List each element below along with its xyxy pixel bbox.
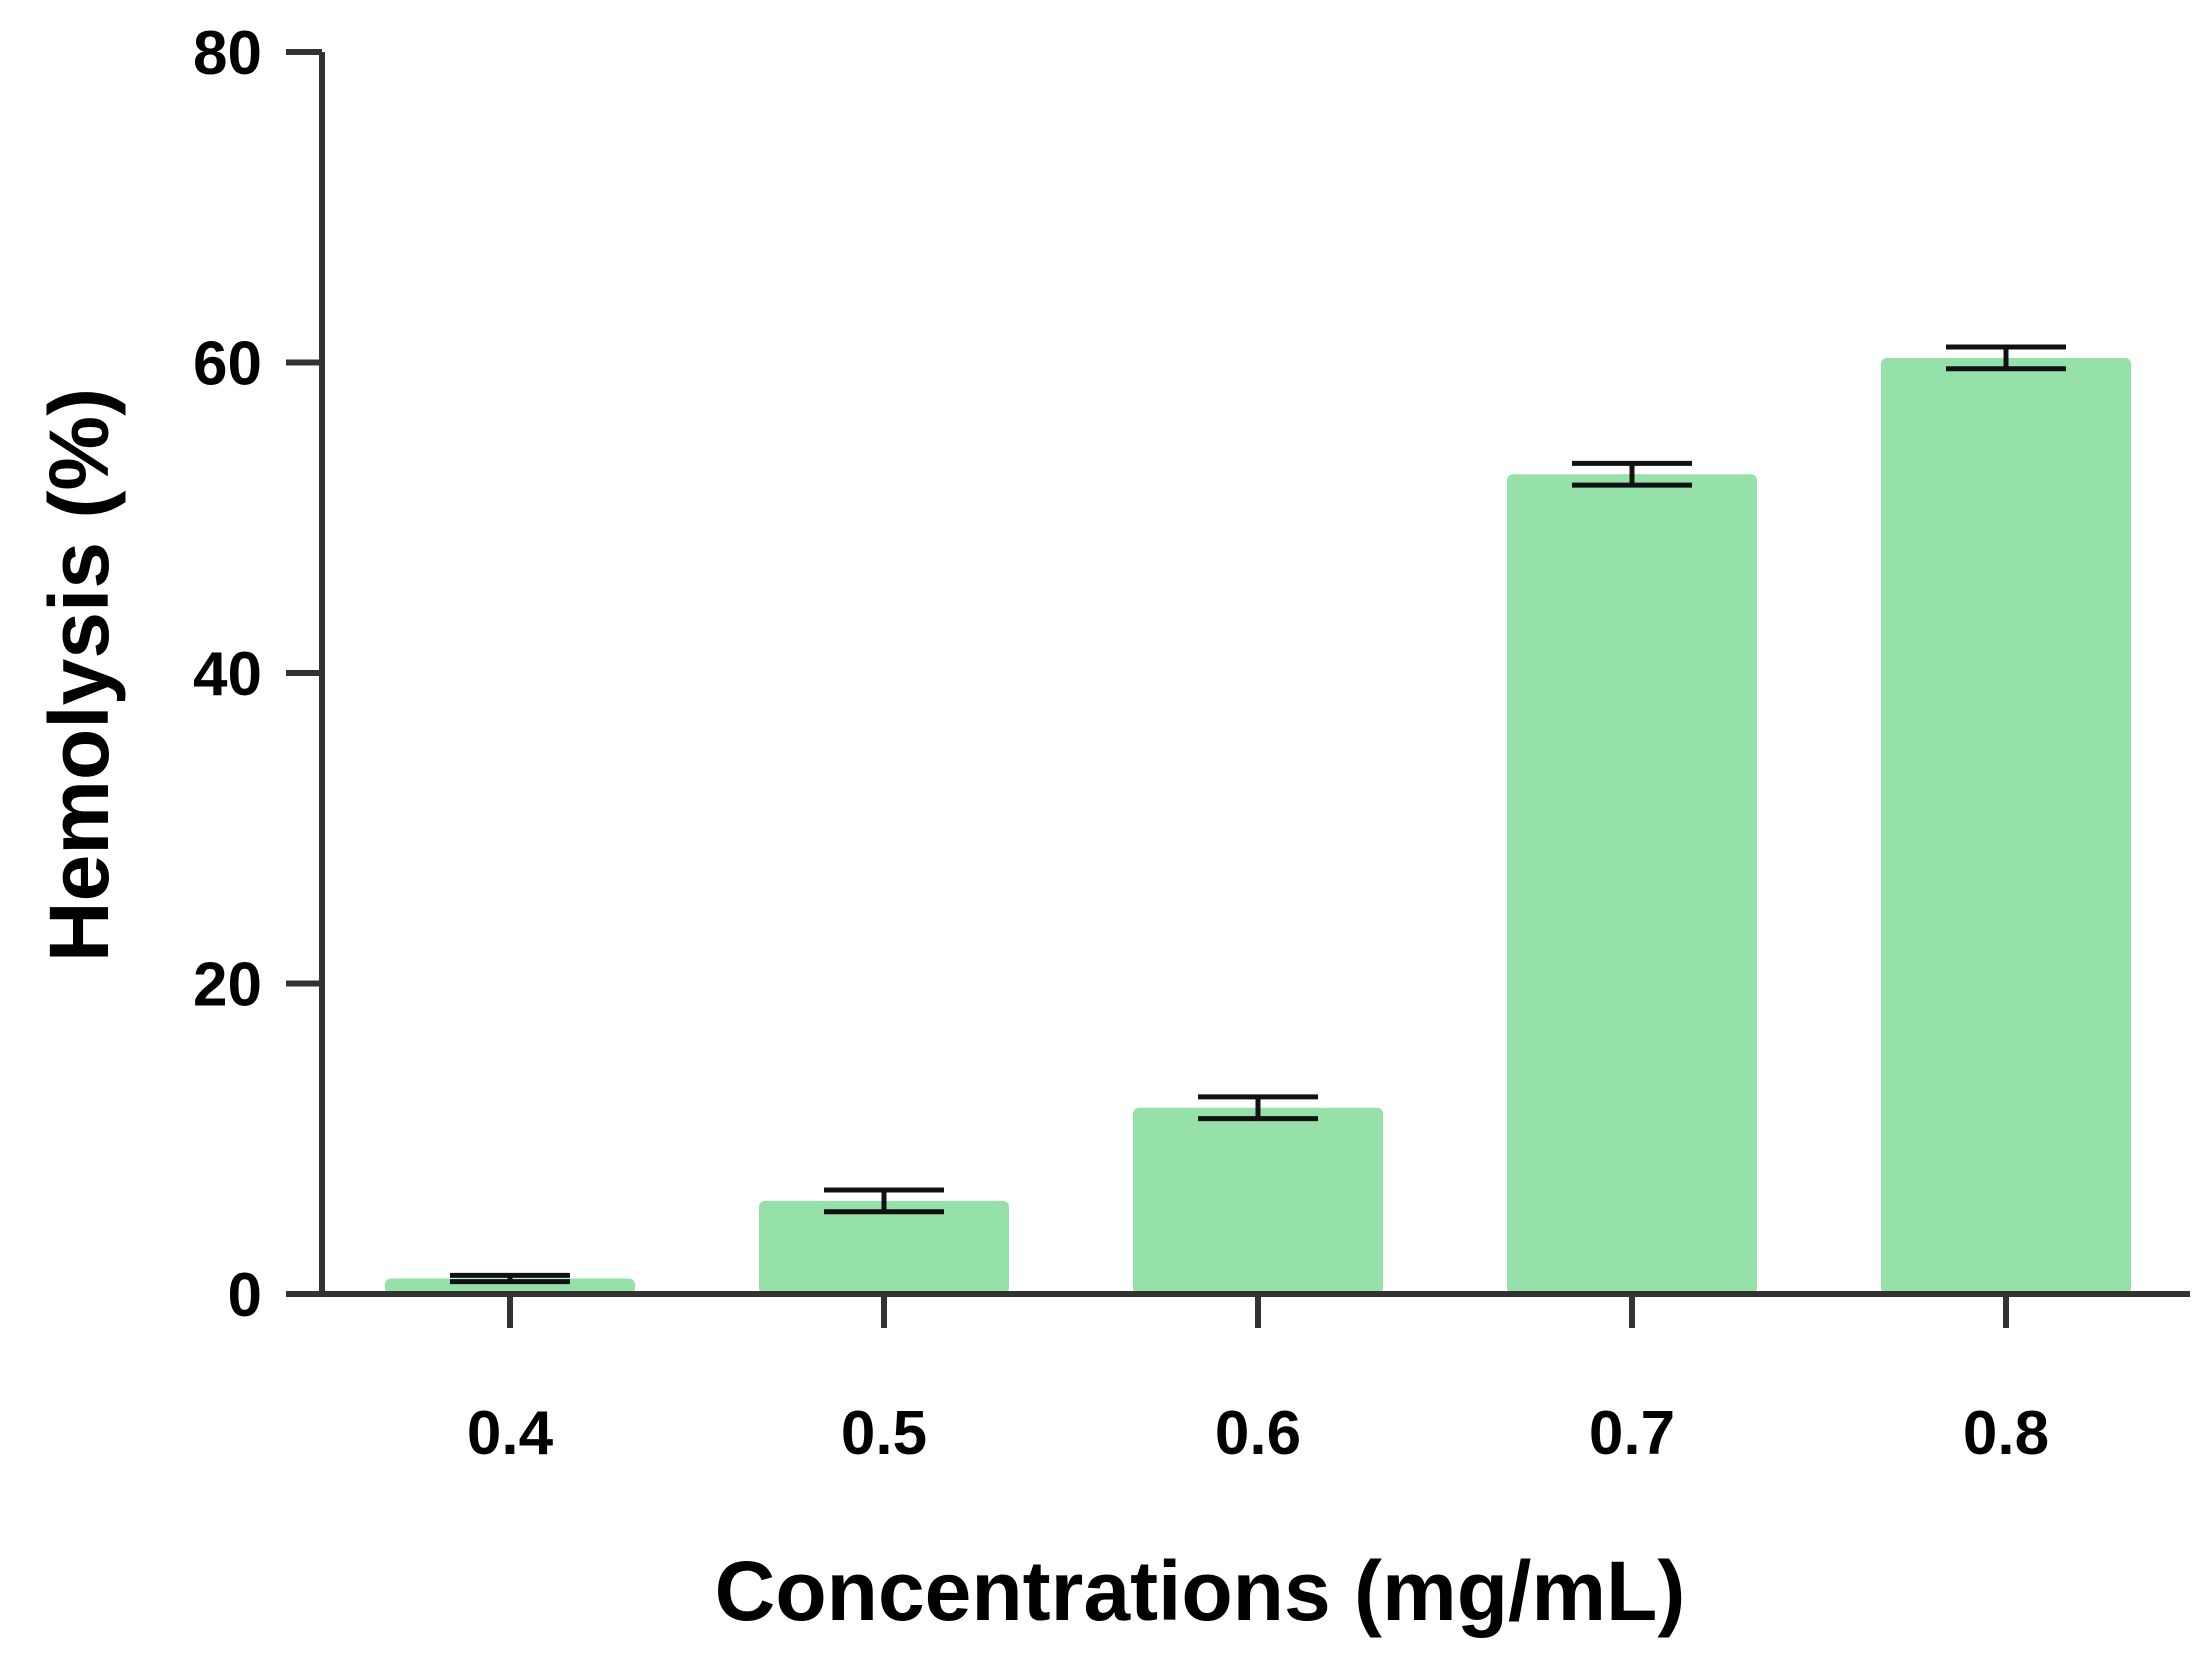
x-tick-label: 0.5 (841, 1399, 927, 1468)
y-tick-label: 60 (193, 330, 262, 399)
y-tick-label: 80 (193, 19, 262, 88)
x-ticks-group: 0.4 0.5 0.6 0.7 0.8 (467, 1294, 2049, 1468)
error-bar-0.7 (1572, 460, 1692, 488)
bar-0.8 (1881, 357, 2131, 1294)
y-ticks-group: 0 20 40 60 80 (193, 19, 322, 1330)
y-tick-label: 40 (193, 640, 262, 709)
error-bar-0.6 (1198, 1094, 1318, 1122)
bar-0.4 (385, 1278, 635, 1294)
error-bar-0.5 (824, 1187, 944, 1215)
x-tick-label: 0.8 (1963, 1399, 2049, 1468)
bars-group (385, 357, 2131, 1294)
y-axis-title: Hemolysis (%) (32, 388, 126, 962)
error-bar-0.8 (1946, 344, 2066, 372)
x-tick-label: 0.7 (1589, 1399, 1675, 1468)
y-tick-label: 20 (193, 951, 262, 1020)
bar-0.5 (759, 1200, 1009, 1294)
x-tick-label: 0.4 (467, 1399, 554, 1468)
error-bar-0.4 (450, 1272, 570, 1285)
x-axis-title: Concentrations (mg/mL) (715, 1544, 1686, 1638)
y-tick-label: 0 (228, 1261, 262, 1330)
x-tick-label: 0.6 (1215, 1399, 1301, 1468)
bar-0.6 (1133, 1107, 1383, 1294)
bar-0.7 (1507, 474, 1757, 1294)
error-bars-group (450, 344, 2066, 1285)
